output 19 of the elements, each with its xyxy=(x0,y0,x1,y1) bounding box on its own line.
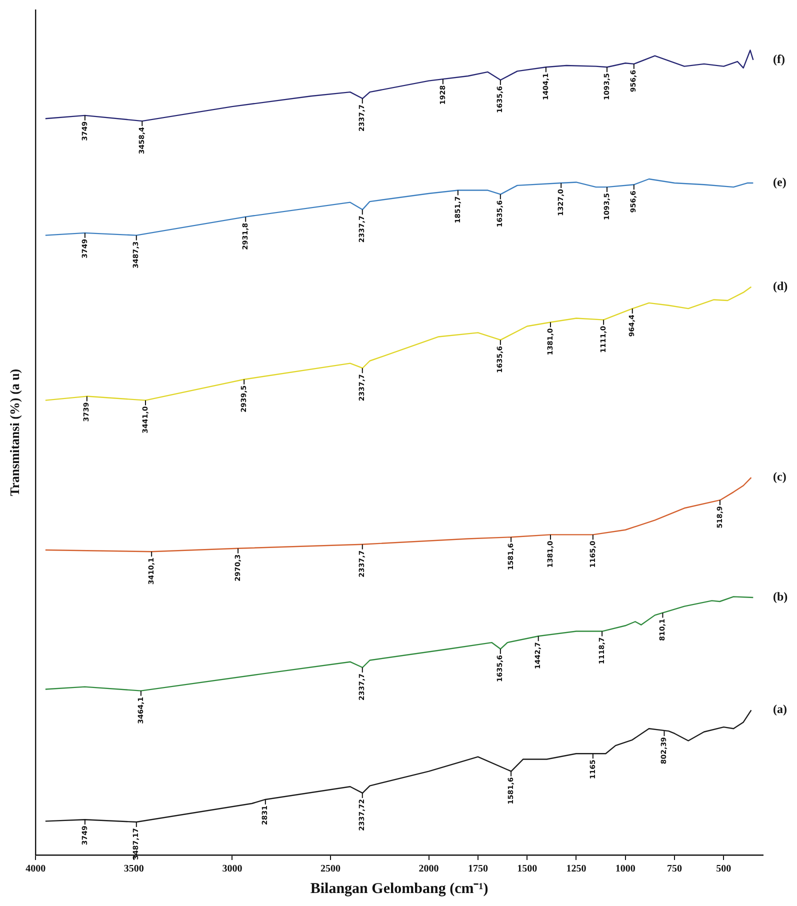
x-tick-label: 3500 xyxy=(124,864,144,875)
x-tick-label: 1500 xyxy=(517,864,538,875)
x-tick-label: 2500 xyxy=(320,864,340,875)
x-tick-label: 1000 xyxy=(615,864,636,875)
series-label: (b) xyxy=(773,590,788,604)
x-tick-label: 1750 xyxy=(468,864,488,875)
y-axis-title: Transmitansi (%) (a u) xyxy=(7,368,22,496)
series-label: (f) xyxy=(773,52,785,66)
x-axis-title: Bilangan Gelombang (cm⁻¹) xyxy=(310,880,488,897)
x-tick-label: 500 xyxy=(716,864,732,875)
x-tick-label: 750 xyxy=(667,864,682,875)
x-tick-label: 2000 xyxy=(418,864,439,875)
series-label: (c) xyxy=(773,470,786,484)
x-tick-label: 3000 xyxy=(222,864,242,875)
series-label: (e) xyxy=(773,175,786,190)
series-label: (d) xyxy=(773,278,788,293)
x-tick-label: 1250 xyxy=(566,864,586,875)
series-label: (a) xyxy=(773,702,787,716)
x-tick-label: 4000 xyxy=(26,864,46,875)
